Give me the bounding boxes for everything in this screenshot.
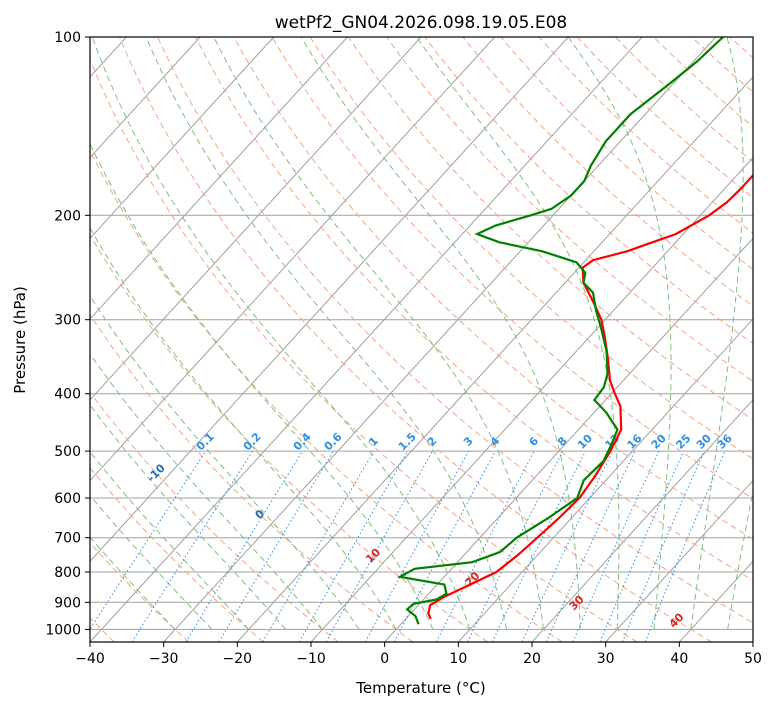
mixing-ratio-0.2 <box>131 450 254 642</box>
moist-adiabat-35 <box>567 37 672 630</box>
y-tick-label: 1000 <box>45 622 81 638</box>
mixing-ratio-16 <box>545 450 636 642</box>
x-tick-label: 30 <box>597 651 615 667</box>
isotherm--70 <box>90 37 422 401</box>
x-tick-label: −40 <box>75 651 105 667</box>
dry-adiabat-80 <box>271 37 753 500</box>
mixing-ratio-30 <box>621 450 705 642</box>
isotherm--100 <box>90 37 201 159</box>
mixing-ratio-36 <box>644 450 726 642</box>
moist-adiabat-20 <box>213 37 544 630</box>
x-axis-title: Temperature (°C) <box>355 679 485 697</box>
mixing-ratio-20 <box>572 450 660 642</box>
mixing-ratio-0.4 <box>185 450 304 642</box>
x-tick-label: 20 <box>523 651 541 667</box>
moist-adiabat-45 <box>727 488 753 630</box>
isotherm-10 <box>457 318 753 642</box>
background-lines <box>90 37 753 642</box>
dry-adiabat-100 <box>347 37 753 421</box>
mixing-ratio-2 <box>325 450 433 642</box>
dry-adiabat-90 <box>309 37 753 460</box>
mixing-ratio-1 <box>262 450 375 642</box>
isotherm--30 <box>163 37 717 642</box>
isotherm--50 <box>90 37 569 562</box>
y-tick-label: 600 <box>54 491 81 507</box>
y-tick-label: 300 <box>54 313 81 329</box>
mixing-ratio-13 <box>521 450 614 642</box>
dry-adiabat-40 <box>118 37 712 642</box>
mixing-ratio-0.6 <box>218 450 334 642</box>
isotherm--90 <box>90 37 275 240</box>
x-tick-label: −10 <box>296 651 326 667</box>
y-tick-label: 900 <box>54 595 81 611</box>
x-tick-label: 50 <box>744 651 762 667</box>
y-tick-label: 700 <box>54 531 81 547</box>
y-tick-label: 500 <box>54 444 81 460</box>
x-axis: −40 −30 −20 −10 0 10 20 30 40 50 <box>75 642 762 667</box>
isotherm-30 <box>605 479 753 642</box>
isotherm--20 <box>236 76 753 642</box>
mixing-ratio-3 <box>364 450 470 642</box>
moist-adiabat-10 <box>91 37 471 630</box>
chart-title: wetPf2_GN04.2026.098.19.05.E08 <box>275 13 567 33</box>
dry-adiabat--10 <box>90 391 339 642</box>
moist-adiabat--5 <box>90 294 360 630</box>
moist-adiabat-15 <box>145 37 508 630</box>
moist-adiabat-25 <box>300 37 581 630</box>
profiles <box>396 37 753 625</box>
y-axis-title: Pressure (hPa) <box>11 286 29 394</box>
isotherm--80 <box>90 37 348 320</box>
moist-adiabat-5 <box>90 142 434 630</box>
plot-frame <box>89 36 754 643</box>
x-tick-label: 40 <box>670 651 688 667</box>
y-tick-label: 100 <box>54 30 81 46</box>
y-axis: 100 200 300 400 500 600 700 800 900 1000 <box>45 30 90 638</box>
moist-adiabat--10 <box>90 352 323 630</box>
mixing-ratio-10 <box>491 450 586 642</box>
dry-adiabat-50 <box>157 37 753 624</box>
moist-adiabat-0 <box>90 226 397 630</box>
x-tick-label: −20 <box>223 651 253 667</box>
dry-adiabat-150 <box>538 37 753 234</box>
dry-adiabat-60 <box>195 37 753 582</box>
isotherm-0 <box>384 237 753 642</box>
isotherm--60 <box>90 37 496 482</box>
dry-adiabat-160 <box>576 37 753 198</box>
x-tick-label: 10 <box>449 651 467 667</box>
mixing-ratio-1.5 <box>298 450 409 642</box>
y-tick-label: 200 <box>54 208 81 224</box>
y-tick-label: 400 <box>54 387 81 403</box>
dry-adiabat-140 <box>500 37 753 270</box>
dry-adiabat-110 <box>386 37 753 382</box>
moist-adiabat-30 <box>416 37 620 630</box>
y-tick-label: 800 <box>54 565 81 581</box>
dry-adiabat-120 <box>424 37 753 344</box>
moist-adiabat--15 <box>90 404 286 630</box>
moist-adiabat-40 <box>690 37 744 630</box>
isotherm--40 <box>90 37 643 642</box>
dry-adiabat-70 <box>233 37 753 540</box>
isotherm-20 <box>531 399 753 642</box>
dewpoint-profile <box>396 37 724 625</box>
dry-adiabat-0 <box>90 314 414 642</box>
x-tick-label: 0 <box>380 651 389 667</box>
x-tick-label: −30 <box>149 651 179 667</box>
